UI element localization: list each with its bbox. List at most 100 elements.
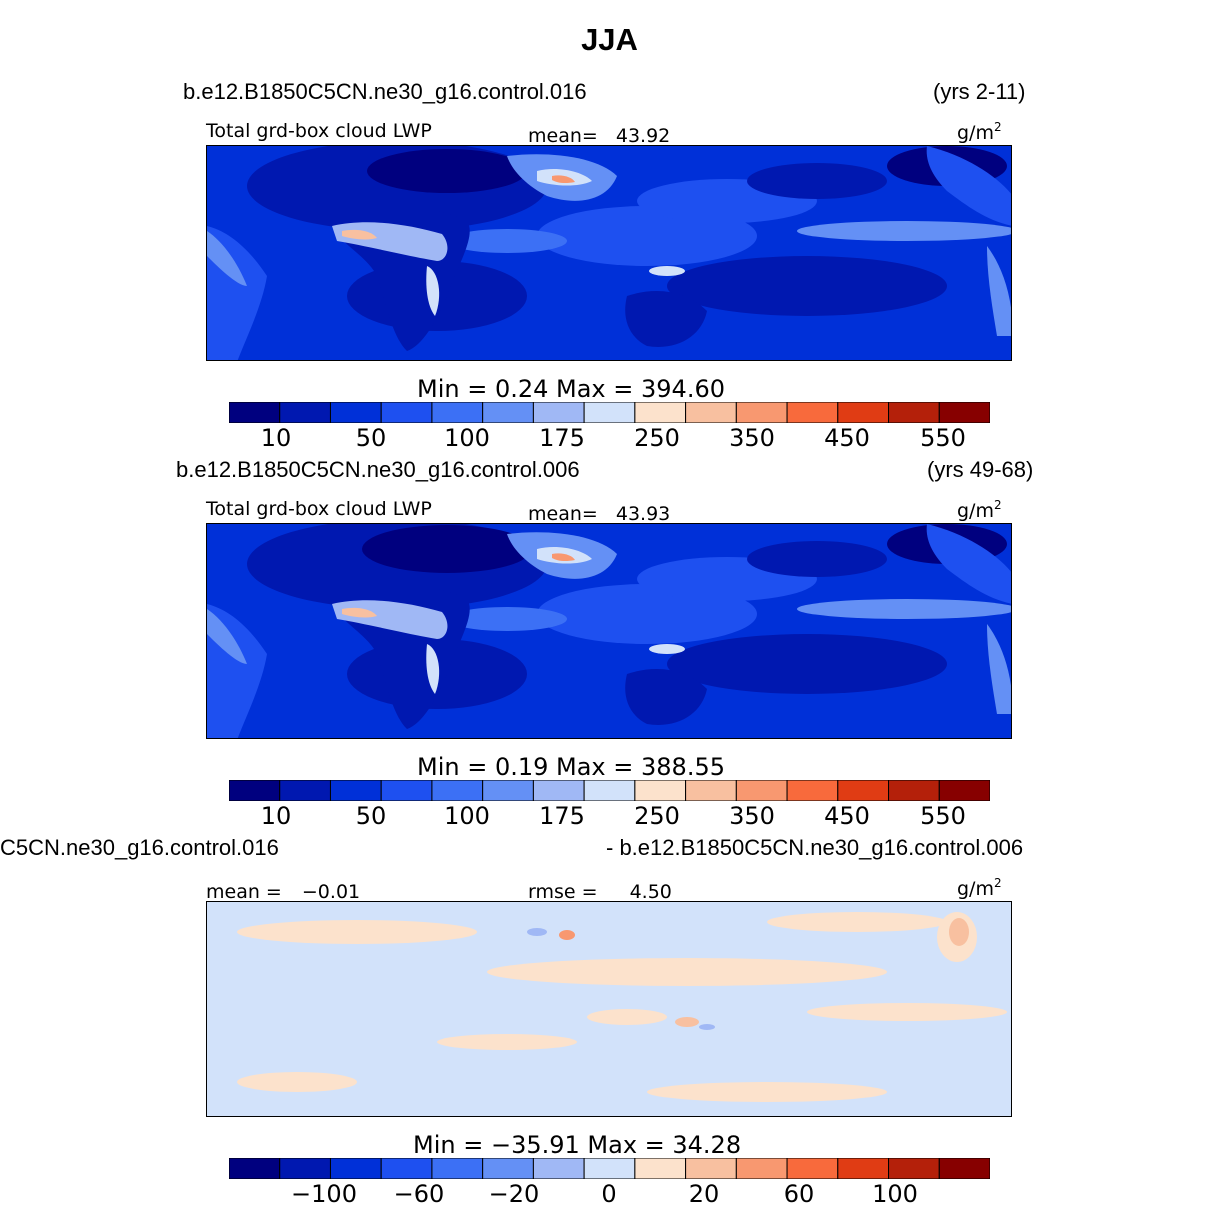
colorbar-swatch — [634, 402, 687, 423]
panel2-amazon — [207, 609, 247, 664]
panel1-amazon — [207, 231, 247, 286]
panel3-pos-band1 — [237, 920, 477, 944]
colorbar-swatch — [583, 402, 636, 423]
panel2-colorbar-ticks: 10 50 100 175 250 350 450 550 — [229, 802, 990, 832]
panel2-tick: 100 — [444, 802, 490, 830]
panel2-tick: 10 — [260, 802, 292, 830]
panel2-npac-dry — [747, 541, 887, 577]
panel3-tick: −20 — [488, 1180, 540, 1208]
panel1-units: g/m2 — [957, 120, 1002, 144]
panel2-tick: 350 — [729, 802, 775, 830]
colorbar-swatch — [735, 402, 788, 423]
colorbar-swatch — [229, 1158, 281, 1179]
panel3-case-right: - b.e12.B1850C5CN.ne30_g16.control.006 — [606, 835, 1024, 860]
panel2-east-africa — [426, 644, 440, 694]
panel1-npac-dry — [747, 163, 887, 199]
panel3-pos-band7 — [647, 1082, 887, 1102]
panel3-range-text: Min = −35.91 Max = 34.28 — [413, 1131, 742, 1159]
panel2-years: (yrs 49-68) — [927, 457, 1034, 482]
panel3-rmse-value: 4.50 — [629, 881, 672, 903]
panel2-mean-label: mean= — [528, 503, 598, 525]
panel3-tick: 20 — [688, 1180, 720, 1208]
colorbar-swatch — [685, 402, 737, 423]
panel2-itcz-atl — [447, 607, 567, 631]
colorbar-swatch — [482, 402, 534, 423]
panel2-units: g/m2 — [957, 498, 1002, 522]
panel2-tick: 175 — [539, 802, 585, 830]
colorbar-swatch — [888, 780, 940, 801]
panel3-rmse-label: rmse = — [528, 881, 598, 903]
colorbar-swatch — [583, 780, 636, 801]
colorbar-swatch — [329, 402, 382, 423]
panel1-field-svg — [207, 146, 1011, 360]
colorbar-swatch — [634, 1158, 687, 1179]
colorbar-swatch — [431, 780, 484, 801]
colorbar-swatch — [431, 402, 484, 423]
panel2-field-svg — [207, 524, 1011, 738]
panel3-rmse: rmse = 4.50 — [528, 881, 672, 903]
panel1-central-america — [926, 146, 1011, 226]
panel2-map — [206, 523, 1012, 739]
panel3-new-guinea-pos — [675, 1017, 699, 1027]
panel1-field-name: Total grd-box cloud LWP — [206, 120, 432, 142]
panel1-map — [206, 145, 1012, 361]
colorbar-swatch — [482, 1158, 534, 1179]
panel1-spac-dry — [667, 256, 947, 316]
colorbar-swatch — [837, 1158, 890, 1179]
panel2-stat: mean= 43.93 — [528, 503, 670, 525]
figure-title: JJA — [581, 22, 638, 57]
panel3-pos-band2 — [487, 958, 887, 986]
colorbar-swatch — [229, 402, 281, 423]
colorbar-swatch — [532, 1158, 585, 1179]
panel2-mean-value: 43.93 — [615, 503, 671, 525]
panel2-guinea-max — [342, 607, 377, 618]
colorbar-swatch — [229, 780, 281, 801]
panel3-map — [206, 901, 1012, 1117]
panel2-itcz-east — [797, 599, 1011, 619]
panel2-range-text: Min = 0.19 Max = 388.55 — [417, 753, 725, 781]
panel1-range-text: Min = 0.24 Max = 394.60 — [417, 375, 725, 403]
panel1-sahara-min — [367, 149, 527, 193]
panel3-tick: 60 — [783, 1180, 815, 1208]
panel1-tick: 550 — [920, 424, 966, 452]
panel1-tick: 350 — [729, 424, 775, 452]
panel1-case-name: b.e12.B1850C5CN.ne30_g16.control.016 — [183, 79, 587, 104]
panel2-andes — [987, 624, 1011, 714]
panel2-tick: 450 — [824, 802, 870, 830]
colorbar-swatch — [431, 1158, 484, 1179]
panel1-tick: 175 — [539, 424, 585, 452]
panel3-case-left: C5CN.ne30_g16.control.016 — [0, 835, 279, 860]
panel1-tick: 100 — [444, 424, 490, 452]
panel1-andes — [987, 246, 1011, 336]
colorbar-swatch — [938, 402, 990, 423]
colorbar-swatch — [786, 402, 839, 423]
colorbar-swatch — [634, 780, 687, 801]
colorbar-swatch — [380, 1158, 433, 1179]
panel1-itcz-east — [797, 221, 1011, 241]
colorbar-swatch — [837, 780, 890, 801]
panel1-tick: 50 — [355, 424, 387, 452]
colorbar-swatch — [583, 1158, 636, 1179]
panel3-new-guinea-neg — [699, 1024, 715, 1030]
panel2-spac-dry — [667, 634, 947, 694]
colorbar-swatch — [938, 780, 990, 801]
panel3-colorbar-ticks: −100 −60 −20 0 20 60 100 — [229, 1180, 990, 1210]
panel3-tibet-max — [559, 930, 575, 940]
colorbar-swatch — [279, 1158, 331, 1179]
colorbar-swatch — [482, 780, 534, 801]
panel3-mean-value: −0.01 — [301, 881, 361, 903]
panel1-new-guinea — [649, 266, 685, 276]
panel1-mean-label: mean= — [528, 125, 598, 147]
colorbar-swatch — [888, 1158, 940, 1179]
panel1-colorbar-svg — [229, 402, 990, 423]
panel1-tibet-max — [552, 175, 575, 184]
colorbar-swatch — [735, 1158, 788, 1179]
panel1-colorbar — [229, 402, 990, 423]
panel2-tick: 250 — [634, 802, 680, 830]
colorbar-swatch — [938, 1158, 990, 1179]
panel3-mean: mean = −0.01 — [206, 881, 360, 903]
colorbar-swatch — [329, 780, 382, 801]
panel3-tibet-min — [527, 928, 547, 936]
panel3-pos-band3 — [767, 912, 947, 932]
panel2-australia — [625, 669, 707, 725]
